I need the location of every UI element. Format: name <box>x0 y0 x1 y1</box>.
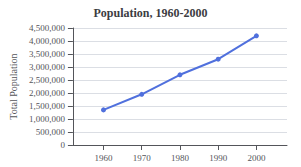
svg-text:2,000,000: 2,000,000 <box>29 88 66 98</box>
svg-text:Total Population: Total Population <box>8 53 19 119</box>
svg-text:1970: 1970 <box>133 153 152 163</box>
svg-text:2000: 2000 <box>247 153 266 163</box>
svg-text:3,500,000: 3,500,000 <box>29 49 66 59</box>
svg-text:1990: 1990 <box>209 153 228 163</box>
svg-text:0: 0 <box>60 140 65 150</box>
svg-text:500,000: 500,000 <box>36 127 66 137</box>
svg-text:1960: 1960 <box>94 153 113 163</box>
svg-text:1,000,000: 1,000,000 <box>29 114 66 124</box>
svg-text:1980: 1980 <box>171 153 190 163</box>
svg-text:4,000,000: 4,000,000 <box>29 36 66 46</box>
svg-text:1,500,000: 1,500,000 <box>29 101 66 111</box>
svg-text:Population, 1960-2000: Population, 1960-2000 <box>93 6 207 20</box>
svg-text:2,500,000: 2,500,000 <box>29 75 66 85</box>
svg-text:4,500,000: 4,500,000 <box>29 23 66 33</box>
svg-text:3,000,000: 3,000,000 <box>29 62 66 72</box>
